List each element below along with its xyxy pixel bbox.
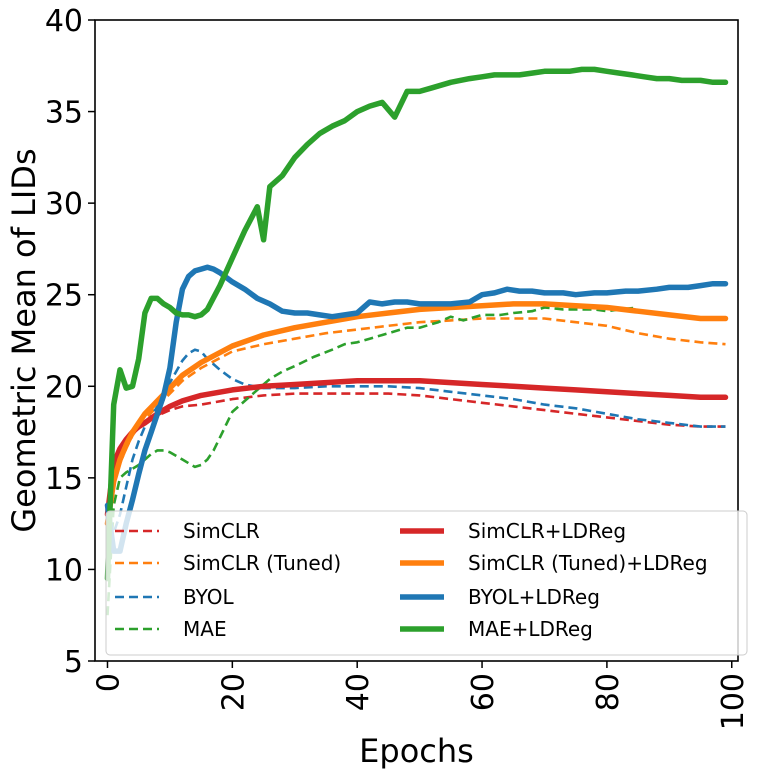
- legend-label: MAE+LDReg: [468, 617, 593, 641]
- series-line-mae: [106, 306, 639, 616]
- x-tick-label: 20: [216, 673, 251, 711]
- y-tick-label: 10: [45, 553, 83, 588]
- x-tick-label: 40: [341, 673, 376, 711]
- series-line-simclr-ldreg: [104, 378, 729, 518]
- y-tick-label: 5: [64, 645, 83, 680]
- legend-box: [105, 510, 748, 656]
- legend-label: SimCLR (Tuned)+LDReg: [468, 551, 708, 575]
- x-tick-label: 60: [466, 673, 501, 711]
- y-tick-label: 40: [45, 4, 83, 39]
- legend-label: BYOL+LDReg: [468, 585, 600, 609]
- y-tick-label: 15: [45, 462, 83, 497]
- x-tick-label: 0: [91, 673, 126, 692]
- x-tick-label: 80: [591, 673, 626, 711]
- axes-layer: 5 10 15 20 25 30 35 40 0 20 40 60 80 100: [45, 4, 751, 730]
- y-tick-label: 25: [45, 279, 83, 314]
- legend-label: SimCLR: [183, 519, 260, 543]
- y-tick-label: 30: [45, 187, 83, 222]
- legend-label: SimCLR+LDReg: [468, 519, 626, 543]
- series-line-byol-ldreg: [104, 264, 729, 554]
- y-axis-label: Geometric Mean of LIDs: [5, 148, 43, 532]
- x-tick-label: 100: [716, 673, 751, 730]
- legend: SimCLR SimCLR (Tuned) BYOL MAE SimCLR+LDReg S…: [105, 510, 748, 656]
- y-tick-label: 35: [45, 96, 83, 131]
- legend-label: MAE: [183, 617, 227, 641]
- series-line-simclr-tuned-ldreg: [104, 301, 729, 527]
- series-layer: [104, 66, 729, 616]
- legend-label: SimCLR (Tuned): [183, 551, 341, 575]
- plot-frame: [94, 19, 739, 662]
- y-tick-label: 20: [45, 370, 83, 405]
- series-line-mae-ldreg: [104, 66, 729, 582]
- series-line-simclr-tuned-: [106, 317, 726, 533]
- legend-label: BYOL: [183, 585, 234, 609]
- x-axis-label: Epochs: [359, 732, 474, 770]
